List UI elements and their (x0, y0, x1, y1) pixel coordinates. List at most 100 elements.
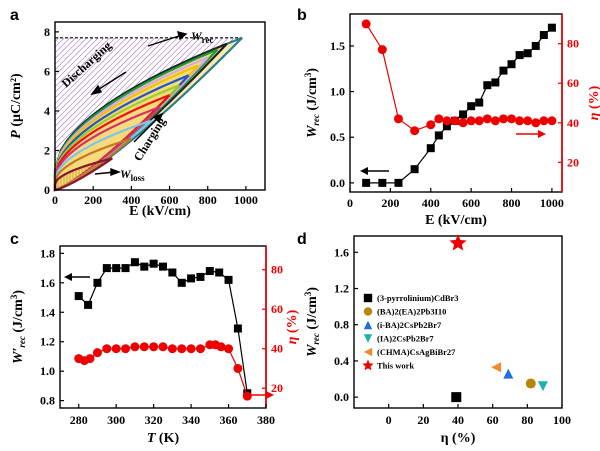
wrec-point (499, 66, 508, 75)
x-tick-label: 0 (347, 196, 353, 210)
eta-point (490, 116, 500, 126)
svg-text:W′rec (J/cm3): W′rec (J/cm3) (9, 290, 27, 364)
y2-tick-label: 60 (271, 302, 283, 316)
eta-point (377, 45, 387, 55)
wrec-point (483, 81, 492, 90)
wrec-point (491, 78, 500, 87)
wrec-point (426, 144, 435, 153)
wrec-series-line (78, 261, 248, 394)
wrec-point (467, 102, 476, 111)
wrec-hatched-area (55, 37, 243, 184)
panel-c-x-label: T (K) (147, 431, 180, 446)
y-tick-label: 0.0 (334, 390, 349, 404)
x-tick-label: 40 (452, 413, 464, 427)
wrec-point (74, 292, 83, 301)
panel-c-y2-label: η (%) (285, 309, 300, 344)
y-tick-label: 1.6 (334, 245, 349, 259)
wrec-point (394, 178, 403, 187)
wloss-label: Wloss (120, 167, 145, 183)
x-tick-label: 800 (199, 193, 217, 207)
legend-label: (3-pyrrolinium)CdBr3 (377, 293, 459, 303)
y-tick-label: 4 (44, 104, 50, 118)
eta-point (139, 342, 149, 352)
wrec-point (507, 60, 516, 69)
eta-point (531, 118, 541, 128)
legend-marker (363, 334, 373, 343)
x-tick-label: 0 (52, 193, 58, 207)
pe-loop-1 (53, 157, 113, 192)
panel-d-x-label: η (%) (441, 431, 476, 446)
eta-point (195, 344, 205, 354)
eta-point (515, 116, 525, 126)
y2-tick-label: 20 (271, 381, 283, 395)
eta-point (186, 344, 196, 354)
eta-point (434, 114, 444, 124)
x-tick-label: 400 (422, 196, 440, 210)
panel-a-plot-area (53, 36, 243, 192)
wrec-point (547, 23, 556, 32)
eta-point (242, 391, 252, 401)
y-tick-label: 6 (44, 64, 50, 78)
panel-b: b 0 200 400 600 800 10000.00.51.01.520406080 … (297, 7, 600, 228)
x-tick-label: 600 (462, 196, 480, 210)
wrec-point (102, 264, 111, 273)
legend-marker (362, 359, 374, 371)
data-point-circle (525, 378, 536, 389)
legend-label: (i-BA)2CsPb2Br7 (377, 320, 442, 330)
eta-point (547, 116, 557, 126)
wrec-point (93, 278, 102, 287)
eta-point (92, 348, 102, 358)
x-tick-label: 340 (182, 413, 200, 427)
panel-c-letter: c (10, 231, 19, 248)
annotation-arrows (90, 31, 188, 177)
wrec-point (224, 275, 233, 284)
x-tick-label: 1000 (234, 193, 258, 207)
wrec-point (187, 274, 196, 283)
y-tick-label: 0.8 (334, 318, 349, 332)
wrec-point (149, 259, 158, 268)
x-tick-label: 360 (220, 413, 238, 427)
eta-point (149, 342, 159, 352)
eta-point (167, 344, 177, 354)
wrec-point (475, 98, 484, 107)
y-tick-label: 1.2 (334, 282, 349, 296)
y-tick-label: 1.0 (40, 364, 55, 378)
y2-tick-label: 80 (271, 263, 283, 277)
y-tick-label: 1.8 (40, 246, 55, 260)
x-tick-label: 280 (70, 413, 88, 427)
data-point-triangle-left (491, 362, 502, 373)
eta-point (130, 342, 140, 352)
legend-marker (363, 347, 373, 357)
x-tick-label: 1000 (540, 196, 564, 210)
wrec-point (459, 110, 468, 119)
panel-b-plot-area (361, 19, 557, 187)
eta-point (498, 114, 508, 124)
eta-point (121, 344, 131, 354)
x-tick-label: 300 (107, 413, 125, 427)
panel-d-letter: d (297, 231, 307, 248)
panel-b-y2-label: η (%) (587, 85, 600, 120)
panel-b-y-label: Wrec (J/cm3) (303, 68, 321, 138)
x-tick-label: 60 (487, 413, 499, 427)
legend-label: (CHMA)CsAgBiBr27 (377, 347, 456, 357)
eta-point (482, 114, 492, 124)
eta-point (426, 120, 436, 130)
wrec-point (121, 264, 130, 273)
y-tick-label: 1.5 (330, 39, 345, 53)
y2-tick-label: 40 (567, 116, 579, 130)
panel-d-legend: (3-pyrrolinium)CdBr3 (BA)2(EA)2Pb3I10 (i-B… (362, 293, 459, 371)
legend-label: (IA)2CsPb2Br7 (377, 334, 434, 344)
svg-text:Wrec (J/cm3): Wrec (J/cm3) (303, 287, 321, 357)
eta-point (111, 344, 121, 354)
svg-text:η (%): η (%) (285, 309, 300, 344)
wrec-point (84, 300, 93, 309)
wrec-point (215, 268, 224, 277)
panel-b-axis-arrows (360, 130, 546, 175)
eta-point (450, 116, 460, 126)
eta-point (224, 344, 234, 354)
panel-c-ticks: 280 300 320 340 360 380 0.8 1.0 1.2 1.4 1.6 1.8 20 40… (40, 246, 283, 427)
y2-tick-label: 80 (567, 37, 579, 51)
wrec-point (515, 51, 524, 60)
legend-label: This work (377, 361, 414, 371)
eta-point (410, 126, 420, 136)
